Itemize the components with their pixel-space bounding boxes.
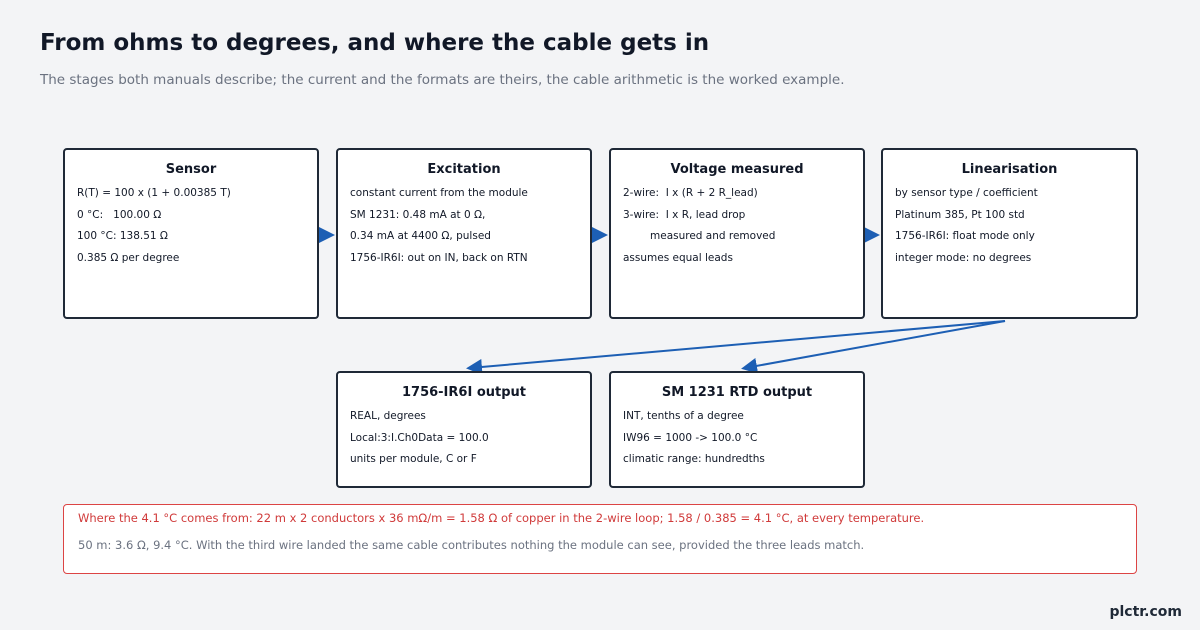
node: 1756-IR6I output REAL, degrees Local:3:I.C…	[336, 371, 592, 488]
node-line: 3-wire: I x R, lead drop	[623, 208, 746, 221]
node-title: Excitation	[427, 162, 501, 177]
note-text: 50 m: 3.6 Ω, 9.4 °C. With the third wire…	[78, 538, 865, 552]
node: SM 1231 RTD output INT, tenths of a degre…	[609, 371, 865, 488]
node-line: constant current from the module	[350, 187, 528, 199]
node: Voltage measured 2-wire: I x (R + 2 R_lea…	[609, 148, 865, 319]
subtitle: The stages both manuals describe; the cu…	[40, 72, 845, 88]
node-line: integer mode: no degrees	[895, 252, 1032, 265]
note-highlight: Where the 4.1 °C comes from: 22 m x 2 co…	[78, 511, 925, 525]
title: From ohms to degrees, and where the cabl…	[40, 30, 710, 56]
arrow	[741, 320, 1006, 374]
node-title: Linearisation	[961, 162, 1058, 177]
node-line: REAL, degrees	[350, 410, 426, 422]
node-line: 0.385 Ω per degree	[77, 252, 180, 265]
node-line: 0.34 mA at 4400 Ω, pulsed	[350, 230, 491, 243]
node-line: INT, tenths of a degree	[623, 410, 744, 422]
node-line: 100 °C: 138.51 Ω	[77, 230, 168, 243]
node-line: climatic range: hundredths	[623, 453, 765, 466]
node-line: units per module, C or F	[350, 453, 477, 466]
node-line: measured and removed	[650, 230, 776, 243]
node-title: SM 1231 RTD output	[661, 385, 813, 400]
node-line: by sensor type / coefficient	[895, 187, 1038, 199]
node-line: R(T) = 100 x (1 + 0.00385 T)	[77, 187, 231, 199]
node: Sensor R(T) = 100 x (1 + 0.00385 T) 0 °C: …	[63, 148, 319, 319]
node-line: 1756-IR6I: out on IN, back on RTN	[350, 252, 528, 265]
node-line: 0 °C: 100.00 Ω	[77, 208, 162, 221]
node: Linearisation by sensor type / coefficien…	[881, 148, 1138, 319]
node-line: 1756-IR6I: float mode only	[895, 230, 1035, 243]
node-line: Platinum 385, Pt 100 std	[895, 208, 1025, 221]
brand: plctr.com	[1109, 604, 1182, 620]
node-line: 2-wire: I x (R + 2 R_lead)	[623, 187, 758, 199]
node-title: 1756-IR6I output	[401, 385, 526, 400]
node-line: IW96 = 1000 -> 100.0 °C	[623, 431, 758, 444]
node-title: Sensor	[165, 162, 217, 177]
node-title: Voltage measured	[670, 162, 804, 177]
node-line: Local:3:I.Ch0Data = 100.0	[350, 431, 489, 444]
note: Where the 4.1 °C comes from: 22 m x 2 co…	[63, 504, 1137, 574]
node: Excitation constant current from the modu…	[336, 148, 592, 319]
arrow	[466, 320, 1006, 375]
node-line: assumes equal leads	[623, 252, 733, 265]
node-line: SM 1231: 0.48 mA at 0 Ω,	[350, 208, 486, 221]
